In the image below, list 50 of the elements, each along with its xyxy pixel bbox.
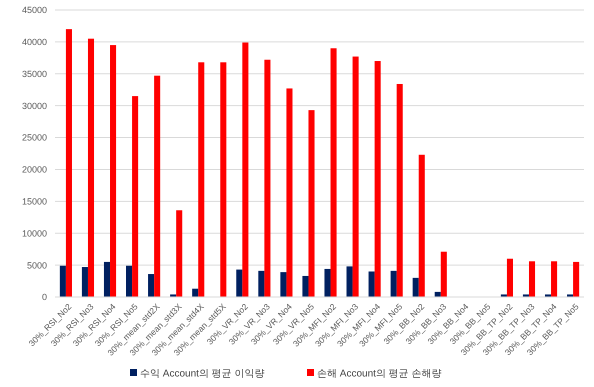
bar bbox=[390, 270, 397, 297]
bar bbox=[440, 252, 447, 297]
legend-label: 수익 Account의 평균 이익량 bbox=[140, 368, 264, 380]
bar bbox=[126, 266, 132, 297]
bar bbox=[110, 45, 116, 297]
y-tick-label: 45000 bbox=[22, 5, 47, 16]
bar bbox=[374, 61, 381, 297]
bar bbox=[66, 29, 72, 297]
legend-label: 손해 Account의 평균 손해량 bbox=[317, 368, 442, 380]
bar bbox=[324, 268, 331, 297]
bar bbox=[368, 271, 375, 297]
bar bbox=[236, 270, 242, 297]
bar bbox=[198, 62, 204, 297]
bar bbox=[242, 42, 248, 297]
bar bbox=[434, 292, 441, 297]
bar bbox=[573, 262, 580, 297]
bar bbox=[330, 48, 337, 297]
y-tick-label: 20000 bbox=[22, 164, 47, 175]
bar bbox=[396, 84, 403, 297]
bar bbox=[60, 266, 66, 297]
bar bbox=[412, 278, 419, 297]
bar bbox=[132, 96, 138, 297]
y-tick-label: 0 bbox=[42, 292, 47, 302]
bar bbox=[88, 38, 94, 297]
bar bbox=[551, 261, 558, 297]
bar bbox=[154, 76, 160, 297]
y-tick-label: 25000 bbox=[22, 132, 47, 143]
bar bbox=[352, 56, 359, 297]
bar bbox=[280, 272, 286, 297]
bar bbox=[346, 266, 353, 297]
y-tick-label: 15000 bbox=[22, 196, 47, 206]
bar bbox=[506, 258, 513, 297]
bar bbox=[286, 88, 292, 297]
y-tick-label: 10000 bbox=[22, 228, 47, 238]
bar bbox=[148, 274, 154, 297]
bar bbox=[258, 270, 264, 297]
bar bbox=[220, 62, 226, 297]
bar bbox=[264, 60, 270, 297]
bar bbox=[302, 276, 308, 297]
y-tick-label: 5000 bbox=[26, 260, 47, 270]
bar bbox=[192, 288, 198, 297]
bar bbox=[176, 210, 182, 297]
bar bbox=[308, 110, 315, 297]
y-tick-label: 30000 bbox=[22, 100, 47, 111]
y-tick-label: 40000 bbox=[22, 37, 47, 48]
y-tick-label: 35000 bbox=[22, 68, 47, 79]
bar bbox=[104, 262, 110, 297]
bar bbox=[418, 154, 425, 297]
bar bbox=[528, 261, 536, 297]
bar bbox=[82, 267, 88, 297]
